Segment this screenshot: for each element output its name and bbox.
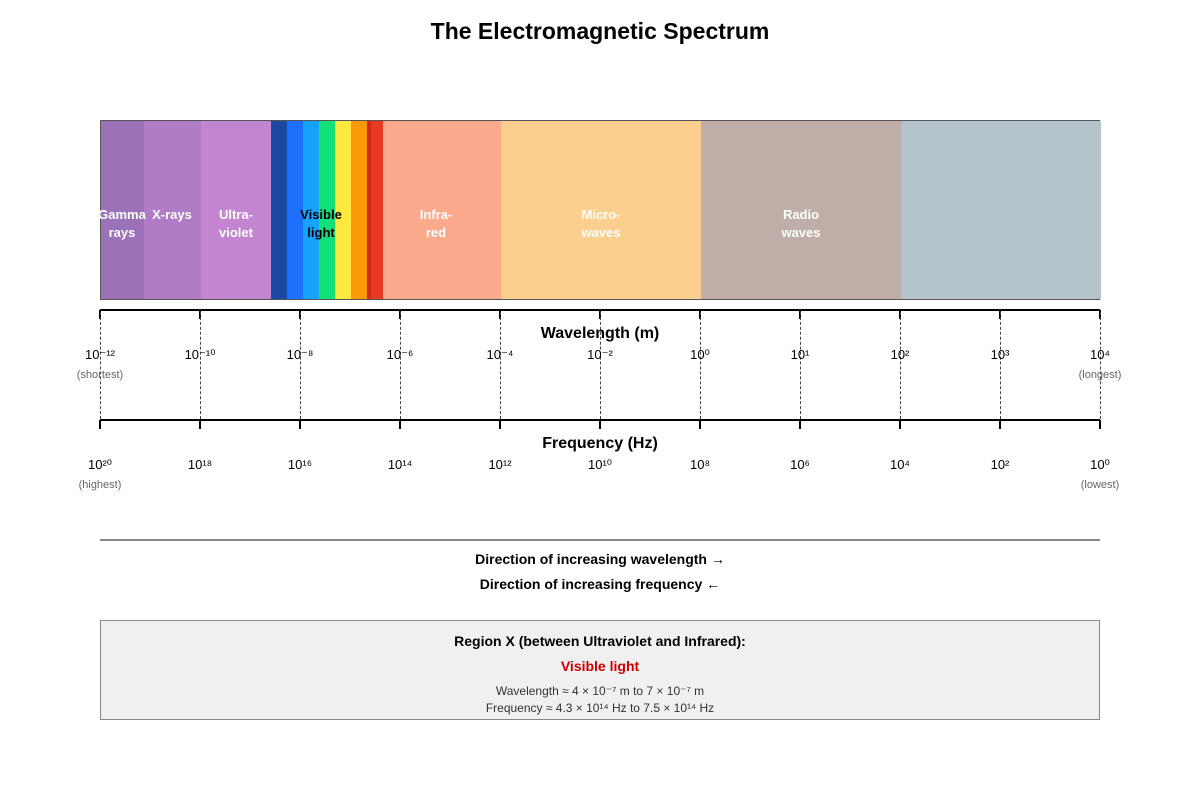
- frequency-tick-mark: [199, 420, 201, 429]
- frequency-tick-label: 10¹⁴: [387, 457, 413, 472]
- spectrum-bar: Gamma rays X-rays Ultra- violet Visible lig…: [98, 120, 1101, 300]
- frequency-tick-label: 10¹²: [488, 457, 512, 472]
- frequency-direction: Direction of increasing frequency ←: [479, 576, 721, 592]
- wavelength-guide-line: [1000, 312, 1001, 419]
- spectrum-band-1: [101, 121, 144, 299]
- spectrum-band-3: [201, 121, 271, 299]
- frequency-tick-mark: [799, 420, 801, 429]
- wavelength-guide-line: [600, 312, 601, 419]
- region-box-title: Region X (between Ultraviolet and Infrar…: [454, 633, 746, 649]
- spectrum-band-5: [383, 121, 501, 299]
- region-box-frequency: Frequency ≈ 4.3 × 10¹⁴ Hz to 7.5 × 10¹⁴ …: [485, 701, 715, 715]
- frequency-tick-label: 10⁰: [1090, 457, 1110, 472]
- region-info-box: Region X (between Ultraviolet and Infrar…: [100, 620, 1100, 720]
- frequency-tick-mark: [499, 420, 501, 429]
- region-box-answer: Visible light: [560, 658, 640, 674]
- frequency-axis-title: Frequency (Hz): [542, 435, 658, 452]
- wavelength-guide-line: [900, 312, 901, 419]
- frequency-tick-mark: [999, 420, 1001, 429]
- spectrum-band-2: [144, 121, 201, 299]
- spectrum-band-6: [501, 121, 701, 299]
- page-title: The Electromagnetic Spectrum: [430, 18, 770, 44]
- wavelength-guide-line: [500, 312, 501, 419]
- visible-color-stripe: [303, 121, 319, 299]
- spectrum-band-8: [901, 121, 1101, 299]
- wavelength-tick-label: 10²: [890, 347, 910, 362]
- wavelength-direction: Direction of increasing wavelength →: [475, 551, 725, 567]
- visible-color-stripe: [287, 121, 303, 299]
- frequency-tick-mark: [699, 420, 701, 429]
- wavelength-tick-label: 10⁰: [690, 347, 710, 362]
- spectrum-band-label: Visible light: [300, 207, 342, 240]
- wavelength-guide-line: [800, 312, 801, 419]
- wavelength-left-note: (shortest): [76, 369, 124, 381]
- frequency-tick-label: 10²: [990, 457, 1010, 472]
- spectrum-band-label: Ultra- violet: [219, 207, 253, 240]
- frequency-tick-mark: [399, 420, 401, 429]
- frequency-tick-mark: [99, 420, 101, 429]
- spectrum-band-label: Infra- red: [419, 207, 453, 240]
- wavelength-tick-label: 10⁴: [1089, 347, 1111, 362]
- wavelength-guide-line: [300, 312, 301, 419]
- frequency-tick-mark: [599, 420, 601, 429]
- visible-color-stripe: [335, 121, 351, 299]
- frequency-tick-label: 10⁴: [889, 457, 911, 472]
- wavelength-right-note: (longest): [1078, 369, 1122, 381]
- wavelength-guide-line: [700, 312, 701, 419]
- visible-color-stripe: [371, 121, 383, 299]
- visible-color-stripe: [367, 121, 371, 299]
- spectrum-band-label: Radio waves: [781, 207, 821, 240]
- wavelength-tick-label: 10³: [990, 347, 1010, 362]
- spectrum-band-7: [701, 121, 901, 299]
- frequency-tick-mark: [1099, 420, 1101, 429]
- wavelength-guide-line: [1100, 312, 1101, 419]
- spectrum-band-label: Micro- waves: [581, 207, 621, 240]
- wavelength-guide-line: [400, 312, 401, 419]
- frequency-tick-label: 10¹⁰: [587, 457, 612, 472]
- wavelength-tick-label: 10¹: [790, 347, 810, 362]
- frequency-tick-label: 10¹⁸: [187, 457, 213, 472]
- wavelength-tick-label: 10⁻⁶: [386, 347, 414, 362]
- visible-color-stripe: [271, 121, 287, 299]
- frequency-tick-label: 10²⁰: [87, 457, 112, 472]
- frequency-tick-label: 10¹⁶: [287, 457, 313, 472]
- wavelength-tick-label: 10⁻¹²: [85, 347, 115, 362]
- wavelength-tick-label: 10⁻¹⁰: [184, 347, 216, 362]
- wavelength-guide-line: [100, 312, 101, 419]
- frequency-tick-label: 10⁶: [790, 457, 810, 472]
- frequency-tick-label: 10⁸: [690, 457, 710, 472]
- wavelength-guide-line: [200, 312, 201, 419]
- frequency-right-note: (lowest): [1080, 479, 1120, 491]
- spectrum-band-label: X-rays: [152, 207, 192, 222]
- frequency-tick-mark: [299, 420, 301, 429]
- wavelength-tick-label: 10⁻⁸: [286, 347, 314, 362]
- wavelength-tick-label: 10⁻⁴: [486, 347, 514, 362]
- frequency-left-note: (highest): [78, 479, 122, 491]
- divider-rule: [100, 539, 1100, 541]
- wavelength-tick-label: 10⁻²: [587, 347, 613, 362]
- frequency-tick-mark: [899, 420, 901, 429]
- visible-color-stripe: [351, 121, 367, 299]
- spectrum-band-label: Gamma rays: [98, 207, 146, 240]
- region-box-wavelength: Wavelength ≈ 4 × 10⁻⁷ m to 7 × 10⁻⁷ m: [495, 684, 705, 698]
- visible-color-stripe: [319, 121, 335, 299]
